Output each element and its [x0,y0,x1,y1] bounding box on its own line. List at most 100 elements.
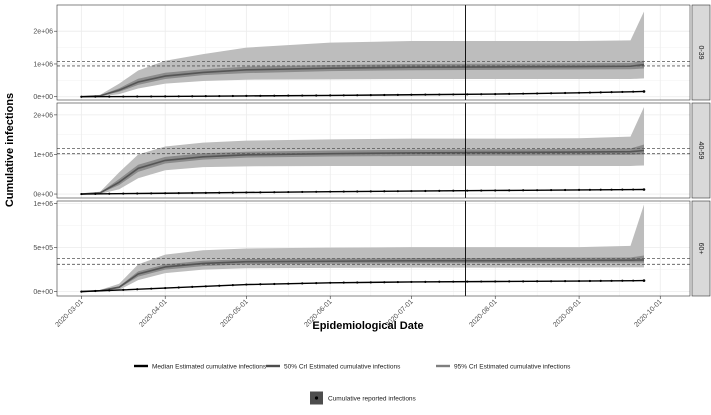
reported-point [136,288,139,291]
reported-point [494,280,497,283]
y-tick-label: 5e+05 [33,245,53,252]
reported-point [466,93,469,96]
cri95-band [81,11,645,97]
x-tick-label: 2020-03-01 [54,298,84,328]
panel-border [56,200,691,297]
reported-point [508,92,511,95]
reported-point [632,188,635,191]
reported-point [550,92,553,95]
reported-point [191,191,194,195]
reported-point [452,93,455,96]
y-tick-label: 2e+06 [33,112,53,119]
legend-label: 50% CrI Estimated cumulative infections [284,363,401,370]
legend-label: Cumulative reported infections [328,395,417,402]
reported-point [218,284,221,287]
reported-point [480,280,483,283]
reported-point [438,280,441,283]
reported-point [577,91,581,94]
reported-point [245,283,248,286]
reported-point [80,192,83,196]
panels-layer: 0e+001e+062e+060-390e+001e+062e+0640-590… [33,4,711,297]
y-tick-label: 0e+00 [33,289,53,296]
x-axis-title: Epidemiological Date [312,320,423,332]
reported-point [122,95,125,98]
reported-point [410,189,413,193]
facet-strip [691,4,711,101]
reported-point [508,189,511,192]
reported-point [287,190,290,194]
reported-point [494,189,497,192]
facet-label: 60+ [697,243,704,255]
reported-point [245,94,248,98]
reported-point [356,190,359,193]
reported-point [588,188,592,191]
reported-point [410,93,413,96]
y-tick-label: 1e+06 [33,61,53,68]
reported-point [80,290,83,293]
reported-point [396,190,399,193]
reported-point [329,94,332,97]
reported-point [599,279,602,282]
reported-point [632,279,635,282]
reported-point [610,91,613,94]
reported-point [108,289,111,292]
reported-point [108,95,111,98]
reported-point [577,279,581,283]
reported-point [550,188,553,192]
reported-point [301,282,304,285]
y-tick-label: 0e+00 [33,191,53,198]
reported-point [383,93,386,97]
reported-point [273,191,276,194]
reported-point [599,188,602,191]
legend-item: 50% CrI Estimated cumulative infections [266,363,401,370]
reported-point [301,190,304,194]
facet-label: 0-39 [697,45,704,59]
reported-point [94,289,97,293]
reported-point [536,92,539,95]
reported-point [536,280,539,283]
reported-point [245,191,248,194]
legend-item: Cumulative reported infections [310,391,417,405]
legend-label: 95% CrI Estimated cumulative infections [454,363,571,370]
reported-point [94,95,97,98]
reported-point [315,94,318,97]
reported-point [94,192,97,196]
reported-point [396,93,399,96]
reported-point [329,281,332,284]
reported-point [164,286,167,290]
reported-point [315,282,318,285]
reported-point [273,282,276,286]
reported-point [164,192,167,195]
reported-point [259,283,262,286]
reported-point [204,95,207,98]
panel-60+: 0e+00 5e+05 1e+06 60+ [33,200,711,297]
median-line [81,63,645,98]
reported-point [80,95,83,98]
reported-point [588,279,592,283]
reported-point [369,190,372,193]
reported-point [522,280,525,283]
reported-point [150,287,153,290]
legend-label: Median Estimated cumulative infections [152,363,267,370]
reported-point [536,189,539,192]
reported-point [315,190,318,193]
reported-point [424,280,427,283]
reported-point [342,281,345,284]
reported-point [369,93,372,97]
reported-point [466,189,469,192]
reported-point [610,279,613,282]
reported-point [642,188,646,191]
x-tick-label: 2020-09-01 [552,298,582,328]
reported-point [396,280,399,284]
reported-point [287,282,290,285]
reported-point [150,192,153,195]
legend-item: Median Estimated cumulative infections [134,363,267,370]
facet-strip [691,200,711,297]
x-tick-label: 2020-05-01 [220,298,250,328]
reported-point [177,192,180,195]
y-tick-label: 2e+06 [33,29,53,36]
y-tick-label: 0e+00 [33,94,53,101]
reported-point [356,281,359,284]
reported-point [273,94,276,97]
reported-point [564,91,567,95]
